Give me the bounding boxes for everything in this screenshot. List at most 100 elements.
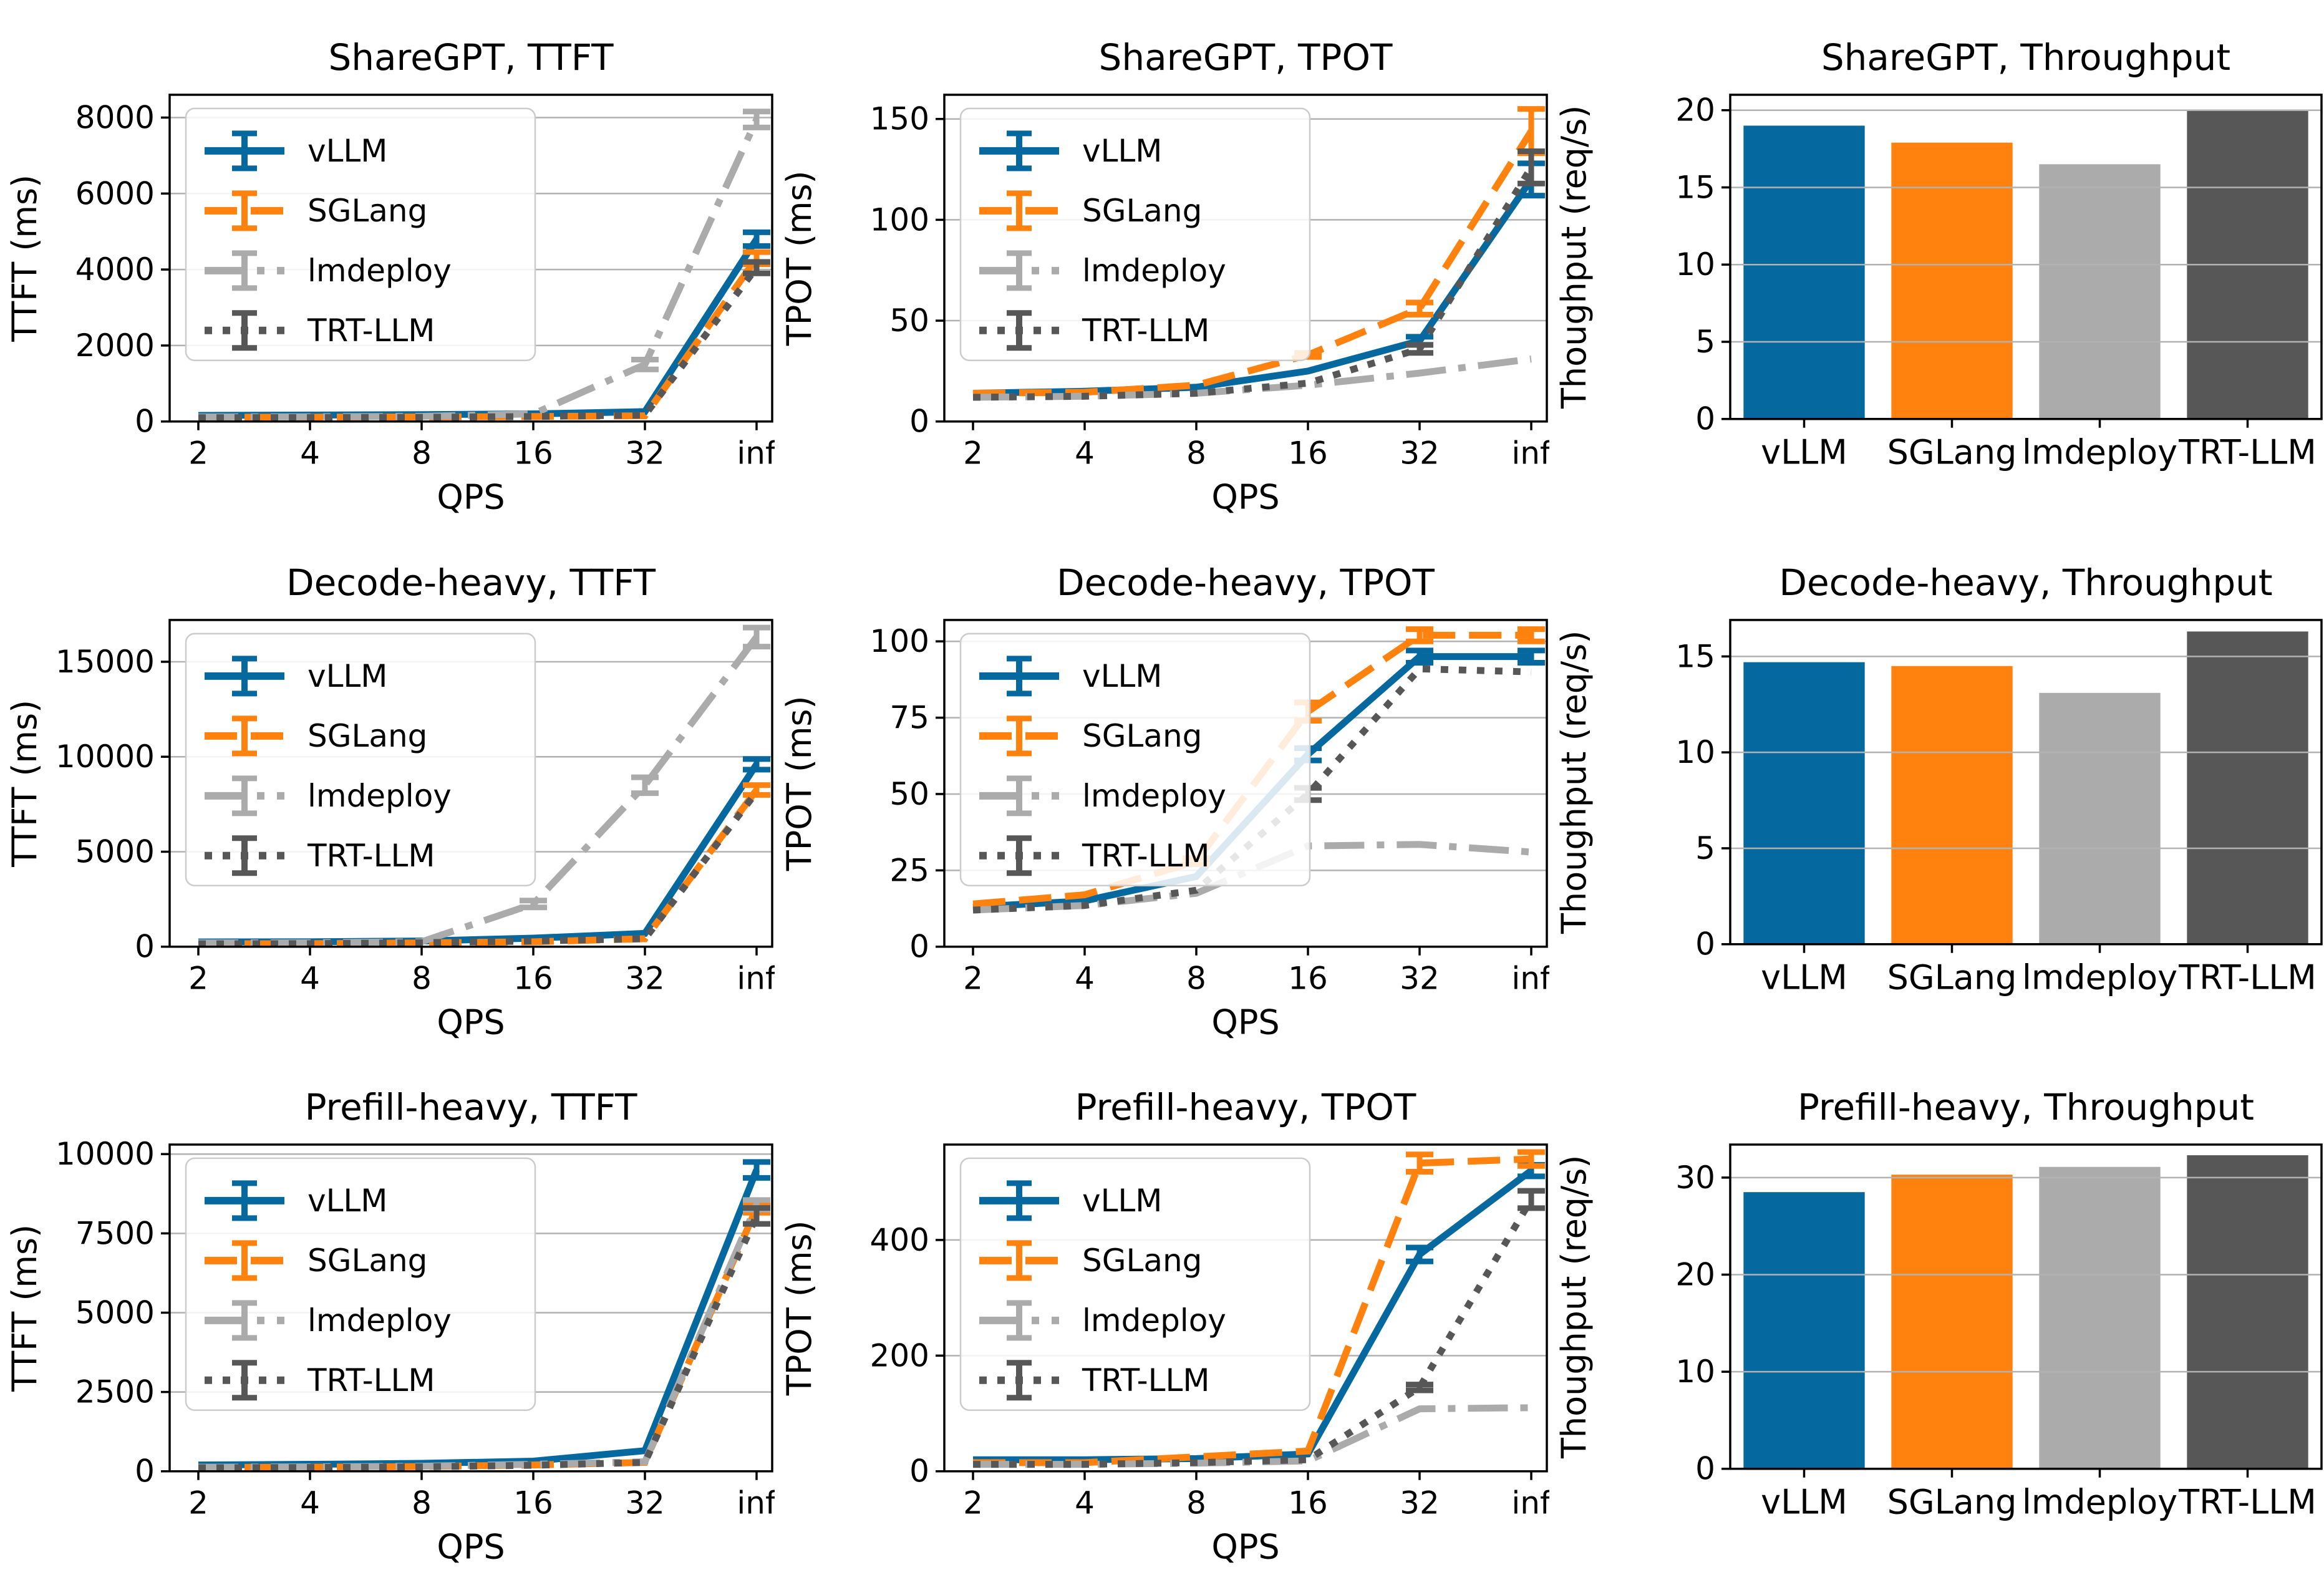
x-tick-label: 8 xyxy=(412,435,432,472)
x-tick-label: 4 xyxy=(300,435,320,472)
x-tick-label: 2 xyxy=(963,960,983,996)
legend-label: SGLang xyxy=(307,193,427,229)
y-axis-label: TTFT (ms) xyxy=(5,175,44,342)
y-tick-label: 5000 xyxy=(75,833,155,870)
x-tick-label: 2 xyxy=(188,435,208,472)
x-tick-label: 4 xyxy=(1075,960,1095,996)
y-tick-label: 6000 xyxy=(75,175,155,211)
x-tick-label: 8 xyxy=(412,960,432,996)
x-tick-label: inf xyxy=(737,1485,775,1521)
bar-category-label: SGLang xyxy=(1887,957,2017,997)
bar-TRT-LLM xyxy=(2187,631,2308,944)
legend-label: SGLang xyxy=(1082,718,1202,754)
bar-category-label: TRT-LLM xyxy=(2178,433,2317,472)
y-axis-label: Thoughput (req/s) xyxy=(1554,630,1594,934)
legend-label: lmdeploy xyxy=(1082,1302,1226,1339)
x-tick-label: inf xyxy=(1511,960,1549,996)
bar-vLLM xyxy=(1743,662,1865,944)
y-axis-label: TTFT (ms) xyxy=(5,700,44,868)
legend-label: TRT-LLM xyxy=(307,837,435,873)
subplot-decode-heavy-tpot: 0 25 50 75 100 Decode-heavy, TPOT TPOT (ms) 2 4 8… xyxy=(775,525,1549,1050)
y-axis-label: TPOT (ms) xyxy=(780,695,819,871)
y-tick-label: 0 xyxy=(909,1453,929,1490)
y-tick-label: 0 xyxy=(909,928,929,964)
legend-box xyxy=(185,1158,536,1412)
bar-category-label: SGLang xyxy=(1887,1483,2017,1522)
chart-prefill-heavy-tpot: 0 200 400 Prefill-heavy, TPOT TPOT (ms) 2 4 8 16… xyxy=(780,1086,1549,1567)
subplot-sharegpt-tpot: 0 50 100 150 ShareGPT, TPOT TPOT (ms) 2 4 8 16 32 i… xyxy=(775,0,1549,525)
plot-frame xyxy=(943,94,1548,423)
x-tick-label: 2 xyxy=(188,1485,208,1521)
x-tick-label: inf xyxy=(1511,1485,1549,1521)
y-tick-label: 0 xyxy=(1695,401,1715,437)
legend-label: lmdeploy xyxy=(307,1302,452,1339)
y-tick-label: 100 xyxy=(870,201,929,238)
x-tick-label: 2 xyxy=(963,1485,983,1521)
bar-category-label: vLLM xyxy=(1761,957,1847,997)
y-tick-label: 30 xyxy=(1675,1160,1715,1196)
y-tick-label: 100 xyxy=(870,623,929,659)
x-tick-label: 8 xyxy=(1186,1485,1206,1521)
chart-decode-heavy-ttft: 0 5000 10000 15000 Decode-heavy, TTFT TTFT (m… xyxy=(5,561,775,1042)
x-tick-label: 4 xyxy=(1075,435,1095,472)
x-tick-label: 2 xyxy=(188,960,208,996)
legend-label: SGLang xyxy=(1082,1243,1202,1279)
legend-label: vLLM xyxy=(1082,1183,1162,1219)
plot-frame xyxy=(943,1143,1548,1473)
legend-box xyxy=(185,107,536,362)
x-tick-label: 8 xyxy=(1186,435,1206,472)
y-tick-label: 15 xyxy=(1675,169,1715,205)
series-line-TRT-LLM xyxy=(198,265,760,422)
subplot-decode-heavy-ttft: 0 5000 10000 15000 Decode-heavy, TTFT TTFT (m… xyxy=(0,525,775,1050)
bar-category-label: lmdeploy xyxy=(2022,433,2177,472)
x-tick-label: inf xyxy=(737,435,775,472)
legend-label: SGLang xyxy=(1082,193,1202,229)
y-axis-label: TPOT (ms) xyxy=(780,170,819,346)
x-tick-label: 16 xyxy=(513,960,553,996)
chart-sharegpt-throughput: 0 5 10 15 20 ShareGPT, Throughput Thoughput (r… xyxy=(1554,36,2323,472)
chart-title: Decode-heavy, Throughput xyxy=(1779,561,2272,604)
legend-label: lmdeploy xyxy=(1082,777,1226,813)
subplot-prefill-heavy-throughput: 0 10 20 30 Prefill-heavy, Throughput Thoughpu… xyxy=(1549,1050,2324,1575)
x-tick-label: 8 xyxy=(412,1485,432,1521)
series-line-TRT-LLM xyxy=(973,1198,1534,1468)
y-tick-label: 75 xyxy=(889,699,929,735)
y-tick-label: 8000 xyxy=(75,99,155,135)
legend-box xyxy=(185,632,536,886)
legend-label: lmdeploy xyxy=(307,777,452,813)
series-line-TRT-LLM xyxy=(972,665,1532,914)
x-tick-label: 16 xyxy=(513,435,553,472)
x-tick-label: inf xyxy=(737,960,775,996)
x-tick-label: 32 xyxy=(625,960,665,996)
bar-category-label: lmdeploy xyxy=(2022,1483,2177,1522)
legend-label: TRT-LLM xyxy=(307,1362,435,1398)
bar-category-label: vLLM xyxy=(1761,433,1847,472)
subplot-prefill-heavy-ttft: 0 2500 5000 7500 10000 Prefill-heavy, TTFT TTF… xyxy=(0,1050,775,1575)
x-tick-label: 32 xyxy=(1400,1485,1440,1521)
y-tick-label: 0 xyxy=(1695,1451,1715,1487)
x-axis-label: QPS xyxy=(437,478,505,517)
y-tick-label: 0 xyxy=(909,404,929,440)
chart-title: Decode-heavy, TPOT xyxy=(1057,561,1435,604)
bar-SGLang xyxy=(1891,1175,2013,1470)
legend-label: vLLM xyxy=(307,1183,387,1219)
y-tick-label: 20 xyxy=(1675,92,1715,128)
y-tick-label: 10 xyxy=(1675,246,1715,283)
bar-category-label: SGLang xyxy=(1887,433,2017,472)
series-line-TRT-LLM xyxy=(198,1214,760,1471)
y-tick-label: 0 xyxy=(135,1453,155,1490)
y-axis-label: Thoughput (req/s) xyxy=(1554,1155,1594,1459)
subplot-sharegpt-ttft: 0 2000 4000 6000 8000 ShareGPT, TTFT TTFT (ms)… xyxy=(0,0,775,525)
x-tick-label: 32 xyxy=(625,435,665,472)
legend-box xyxy=(959,107,1311,362)
bar-category-label: vLLM xyxy=(1761,1483,1847,1522)
subplot-prefill-heavy-tpot: 0 200 400 Prefill-heavy, TPOT TPOT (ms) 2 4 8 16… xyxy=(775,1050,1549,1575)
chart-decode-heavy-tpot: 0 25 50 75 100 Decode-heavy, TPOT TPOT (ms) 2 4 8… xyxy=(780,561,1549,1042)
chart-title: ShareGPT, Throughput xyxy=(1821,36,2230,79)
plot-frame xyxy=(168,1143,773,1473)
y-tick-label: 5 xyxy=(1695,830,1715,866)
x-tick-label: inf xyxy=(1511,435,1549,472)
chart-title: ShareGPT, TPOT xyxy=(1099,36,1393,79)
subplot-decode-heavy-throughput: 0 5 10 15 Decode-heavy, Throughput Thoughput … xyxy=(1549,525,2324,1050)
y-tick-label: 10000 xyxy=(56,739,155,775)
